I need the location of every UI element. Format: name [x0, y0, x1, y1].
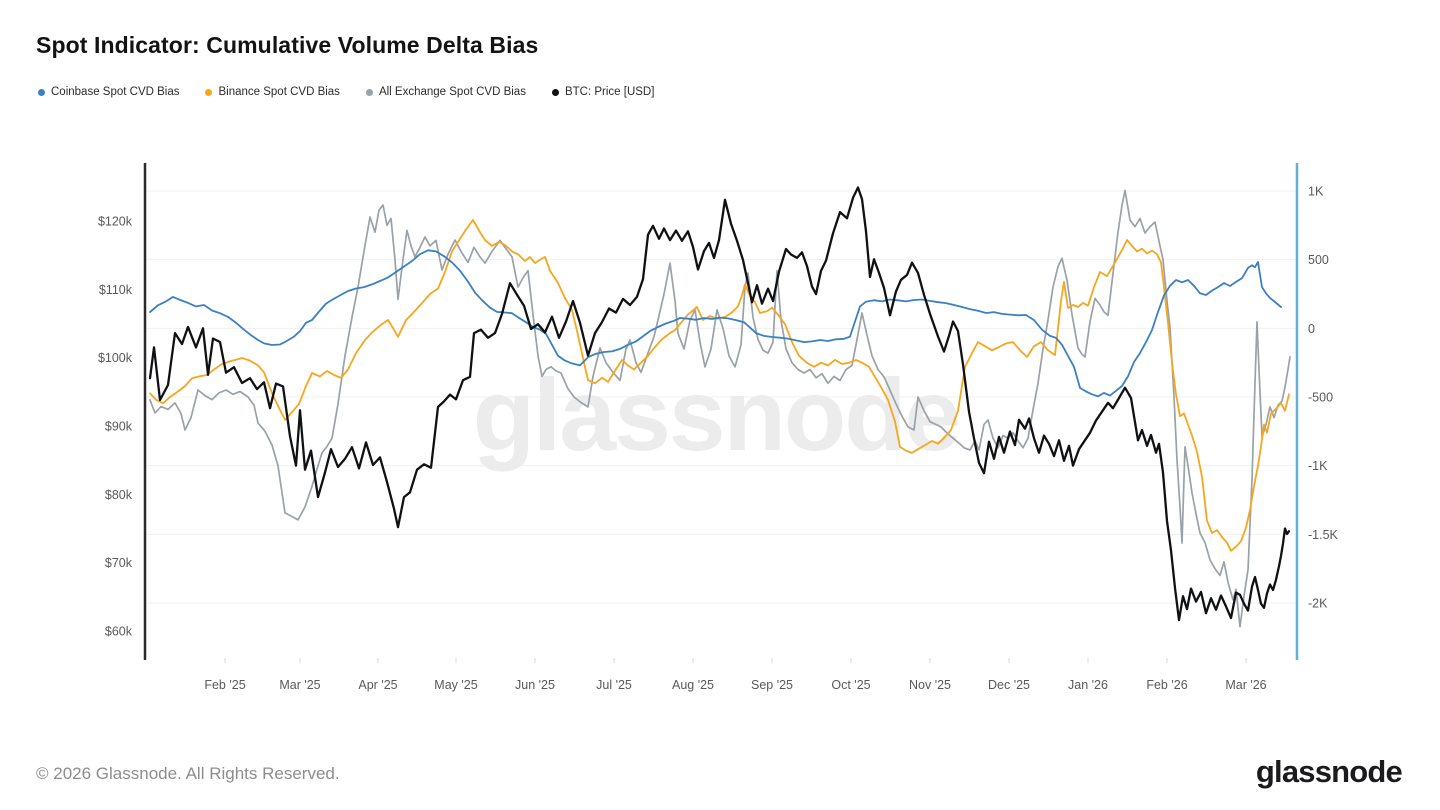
legend-item-binance-spot-cvd-bias[interactable]: Binance Spot CVD Bias [205, 86, 340, 98]
legend-item-label: Binance Spot CVD Bias [218, 86, 340, 98]
right-axis-tick-label: -500 [1308, 391, 1333, 405]
chart-legend: Coinbase Spot CVD Bias Binance Spot CVD B… [38, 86, 654, 98]
x-tick-label: Mar '26 [1225, 678, 1266, 692]
x-tick-label: Apr '25 [358, 678, 397, 692]
legend-item-label: All Exchange Spot CVD Bias [378, 86, 526, 98]
legend-item-label: BTC: Price [USD] [564, 86, 655, 98]
x-tick-label: Nov '25 [909, 678, 951, 692]
glassnode-logo: glassnode [1255, 754, 1403, 789]
plot-area[interactable] [145, 163, 1297, 660]
copyright-text: © 2026 Glassnode. All Rights Reserved. [36, 764, 340, 783]
right-axis-tick-label: 500 [1308, 253, 1329, 267]
left-axis-tick-label: $110k [99, 283, 133, 297]
right-axis-tick-label: -1.5K [1308, 528, 1339, 542]
left-axis-tick-label: $120k [98, 215, 133, 229]
x-tick-label: Jan '26 [1068, 678, 1108, 692]
legend-dot-icon [365, 88, 373, 96]
x-tick-label: Mar '25 [279, 678, 320, 692]
right-axis-tick-label: -2K [1308, 597, 1328, 611]
legend-dot-icon [38, 88, 45, 96]
legend-dot-icon [205, 88, 213, 96]
left-axis-tick-label: $70k [105, 556, 133, 570]
series-line-binance-spot-cvd-bias [149, 219, 1290, 552]
x-tick-label: Dec '25 [988, 678, 1030, 692]
watermark: glassnode [473, 358, 959, 472]
x-tick-label: Feb '25 [204, 678, 245, 692]
x-tick-label: May '25 [434, 678, 477, 692]
right-axis-tick-label: 0 [1308, 322, 1315, 336]
left-axis-tick-label: $90k [105, 420, 133, 434]
legend-dot-icon [551, 88, 559, 96]
legend-item-btc-price-usd-[interactable]: BTC: Price [USD] [551, 86, 655, 98]
x-tick-label: Oct '25 [831, 678, 870, 692]
legend-item-label: Coinbase Spot CVD Bias [51, 86, 180, 98]
legend-item-coinbase-spot-cvd-bias[interactable]: Coinbase Spot CVD Bias [38, 86, 179, 98]
left-axis-tick-label: $100k [98, 351, 133, 365]
x-tick-label: Sep '25 [751, 678, 793, 692]
left-axis-tick-label: $80k [105, 488, 133, 502]
x-tick-label: Feb '26 [1146, 678, 1187, 692]
legend-item-all-exchange-spot-cvd-bias[interactable]: All Exchange Spot CVD Bias [365, 86, 526, 98]
series-line-coinbase-spot-cvd-bias [149, 249, 1282, 398]
x-tick-label: Jul '25 [596, 678, 632, 692]
page-title: Spot Indicator: Cumulative Volume Delta … [36, 32, 539, 58]
right-axis-tick-label: 1K [1308, 185, 1324, 199]
right-axis-tick-label: -1K [1308, 459, 1328, 473]
x-tick-label: Aug '25 [672, 678, 714, 692]
series-line-btc-price-usd- [148, 186, 1291, 622]
left-axis-tick-label: $60k [105, 625, 133, 639]
x-tick-label: Jun '25 [515, 678, 555, 692]
series-line-all-exchange-spot-cvd-bias [149, 189, 1291, 628]
